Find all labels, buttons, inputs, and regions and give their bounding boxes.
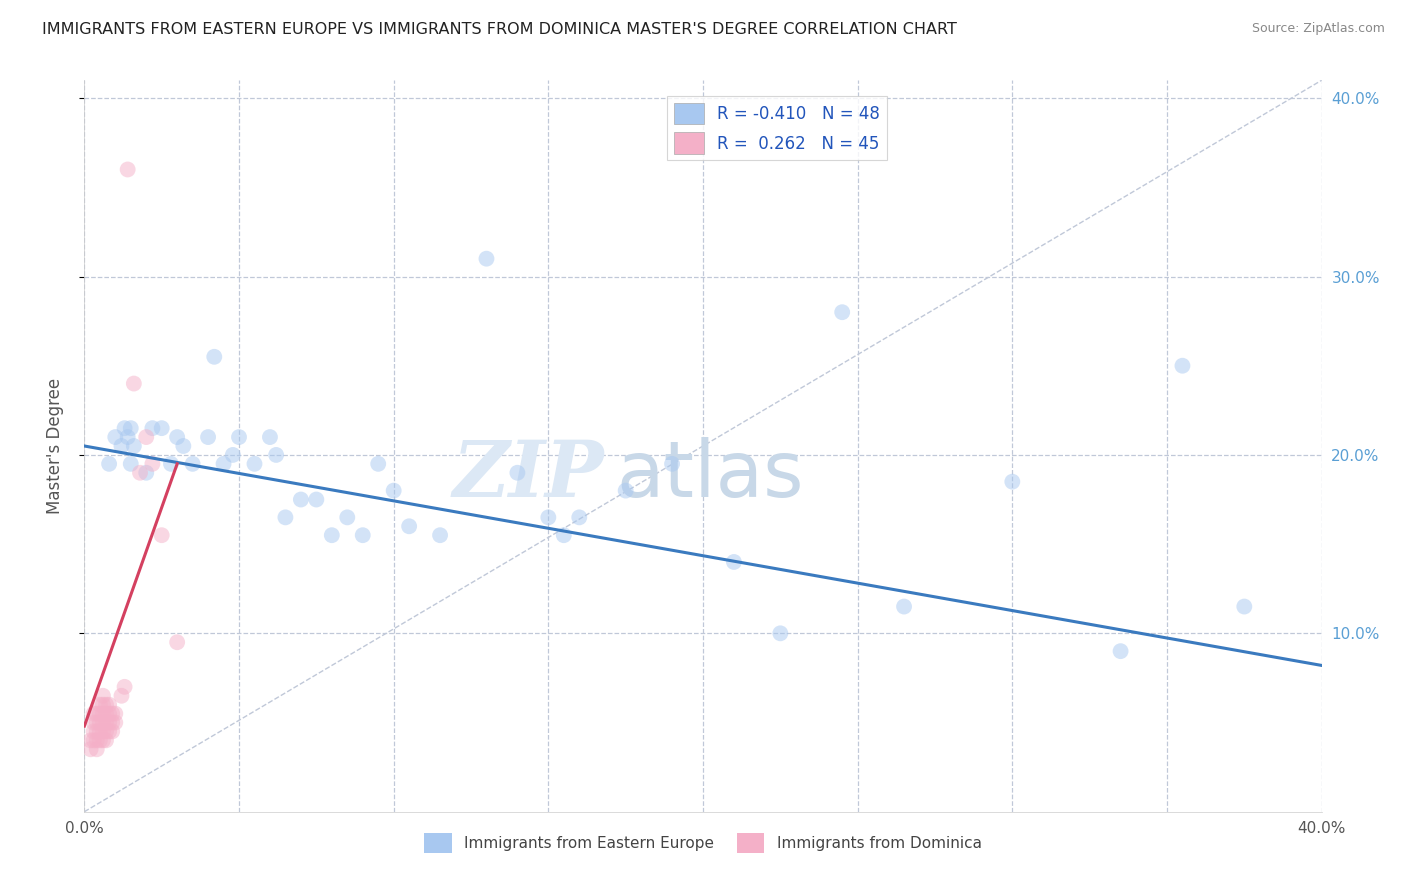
Point: [305, 492, 328, 507]
Text: atlas: atlas: [616, 437, 804, 513]
Point: [321, 528, 343, 542]
Text: Source: ZipAtlas.com: Source: ZipAtlas.com: [1251, 22, 1385, 36]
Point: [120, 421, 142, 435]
Text: IMMIGRANTS FROM EASTERN EUROPE VS IMMIGRANTS FROM DOMINICA MASTER'S DEGREE CORRE: IMMIGRANTS FROM EASTERN EUROPE VS IMMIGR…: [42, 22, 957, 37]
Point: [89, 733, 111, 747]
Point: [94, 724, 117, 739]
Point: [83, 706, 105, 721]
Point: [91, 724, 114, 739]
Point: [336, 510, 359, 524]
Point: [661, 457, 683, 471]
Point: [893, 599, 915, 614]
Point: [429, 528, 451, 542]
Point: [104, 430, 127, 444]
Point: [197, 430, 219, 444]
Point: [222, 448, 245, 462]
Point: [769, 626, 792, 640]
Point: [1109, 644, 1132, 658]
Point: [101, 706, 124, 721]
Point: [101, 724, 124, 739]
Point: [86, 733, 108, 747]
Legend: Immigrants from Eastern Europe, Immigrants from Dominica: Immigrants from Eastern Europe, Immigran…: [418, 827, 988, 859]
Point: [86, 742, 108, 756]
Point: [228, 430, 250, 444]
Point: [166, 635, 188, 649]
Point: [114, 680, 136, 694]
Point: [79, 733, 101, 747]
Point: [110, 439, 132, 453]
Point: [94, 715, 117, 730]
Point: [86, 715, 108, 730]
Point: [91, 706, 114, 721]
Point: [89, 698, 111, 712]
Point: [537, 510, 560, 524]
Point: [94, 733, 117, 747]
Point: [83, 715, 105, 730]
Point: [723, 555, 745, 569]
Point: [98, 715, 121, 730]
Point: [104, 715, 127, 730]
Point: [150, 421, 173, 435]
Point: [1233, 599, 1256, 614]
Point: [86, 724, 108, 739]
Point: [98, 698, 121, 712]
Point: [1171, 359, 1194, 373]
Point: [150, 528, 173, 542]
Point: [259, 430, 281, 444]
Point: [352, 528, 374, 542]
Text: ZIP: ZIP: [453, 437, 605, 514]
Point: [475, 252, 498, 266]
Point: [89, 706, 111, 721]
Point: [89, 724, 111, 739]
Point: [264, 448, 287, 462]
Point: [83, 733, 105, 747]
Point: [94, 698, 117, 712]
Point: [83, 724, 105, 739]
Point: [117, 430, 139, 444]
Point: [129, 466, 152, 480]
Point: [101, 715, 124, 730]
Point: [274, 510, 297, 524]
Point: [614, 483, 637, 498]
Point: [398, 519, 420, 533]
Point: [91, 733, 114, 747]
Y-axis label: Master's Degree: Master's Degree: [45, 378, 63, 514]
Point: [135, 430, 157, 444]
Point: [141, 421, 163, 435]
Point: [117, 162, 139, 177]
Point: [202, 350, 225, 364]
Point: [506, 466, 529, 480]
Point: [91, 715, 114, 730]
Point: [98, 457, 121, 471]
Point: [166, 430, 188, 444]
Point: [160, 457, 183, 471]
Point: [98, 706, 121, 721]
Point: [243, 457, 266, 471]
Point: [122, 376, 145, 391]
Point: [181, 457, 204, 471]
Point: [568, 510, 591, 524]
Point: [141, 457, 163, 471]
Point: [114, 421, 136, 435]
Point: [98, 724, 121, 739]
Point: [382, 483, 405, 498]
Point: [172, 439, 194, 453]
Point: [122, 439, 145, 453]
Point: [94, 706, 117, 721]
Point: [110, 689, 132, 703]
Point: [120, 457, 142, 471]
Point: [86, 706, 108, 721]
Point: [367, 457, 389, 471]
Point: [135, 466, 157, 480]
Point: [212, 457, 235, 471]
Point: [91, 698, 114, 712]
Point: [89, 715, 111, 730]
Point: [831, 305, 853, 319]
Point: [104, 706, 127, 721]
Point: [79, 742, 101, 756]
Point: [1001, 475, 1024, 489]
Point: [91, 689, 114, 703]
Point: [553, 528, 575, 542]
Point: [290, 492, 312, 507]
